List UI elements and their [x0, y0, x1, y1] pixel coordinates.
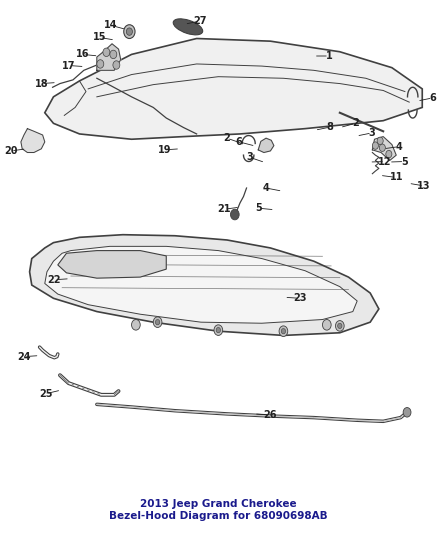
Circle shape [386, 150, 392, 158]
Polygon shape [21, 128, 45, 152]
Circle shape [124, 25, 135, 38]
Polygon shape [372, 136, 396, 160]
Text: 2013 Jeep Grand Cherokee
Bezel-Hood Diagram for 68090698AB: 2013 Jeep Grand Cherokee Bezel-Hood Diag… [109, 499, 328, 521]
Text: 21: 21 [218, 204, 231, 214]
Text: 3: 3 [368, 128, 375, 138]
Circle shape [155, 319, 160, 325]
Circle shape [372, 142, 378, 149]
Text: 27: 27 [193, 16, 207, 26]
Text: 25: 25 [39, 389, 53, 399]
Circle shape [377, 137, 383, 144]
Text: 11: 11 [389, 172, 403, 182]
Text: 18: 18 [35, 78, 48, 88]
Text: 2: 2 [224, 133, 230, 143]
Circle shape [379, 144, 385, 151]
Text: 8: 8 [327, 122, 334, 132]
Polygon shape [258, 138, 274, 152]
Text: 20: 20 [4, 146, 18, 156]
Text: 2: 2 [352, 118, 359, 128]
Text: 26: 26 [263, 410, 276, 420]
Circle shape [279, 326, 288, 336]
Circle shape [131, 319, 140, 330]
Circle shape [97, 60, 104, 68]
Circle shape [281, 328, 286, 334]
Circle shape [110, 50, 117, 59]
Text: 4: 4 [263, 183, 269, 193]
Circle shape [336, 320, 344, 331]
Circle shape [230, 209, 239, 220]
Text: 19: 19 [158, 145, 171, 155]
Text: 14: 14 [104, 20, 117, 30]
Circle shape [103, 48, 110, 56]
Text: 22: 22 [48, 274, 61, 285]
Text: 16: 16 [76, 50, 90, 59]
Circle shape [113, 61, 120, 69]
Ellipse shape [173, 19, 203, 35]
Circle shape [403, 408, 411, 417]
Polygon shape [45, 246, 357, 323]
Circle shape [214, 325, 223, 335]
Circle shape [216, 327, 220, 333]
Polygon shape [30, 235, 379, 335]
Text: 5: 5 [255, 203, 261, 213]
Circle shape [322, 319, 331, 330]
Text: 17: 17 [62, 61, 76, 70]
Text: 23: 23 [293, 293, 307, 303]
Circle shape [338, 323, 342, 328]
Text: 6: 6 [429, 93, 436, 103]
Polygon shape [45, 38, 422, 139]
Text: 24: 24 [17, 352, 31, 361]
Text: 13: 13 [417, 181, 431, 191]
Text: 3: 3 [246, 152, 253, 162]
Text: 12: 12 [378, 157, 392, 166]
Circle shape [126, 28, 132, 35]
Text: 1: 1 [325, 51, 332, 61]
Text: 4: 4 [396, 142, 402, 152]
Circle shape [153, 317, 162, 327]
Text: 6: 6 [236, 137, 243, 147]
Text: 5: 5 [401, 157, 408, 166]
Text: 15: 15 [93, 33, 106, 43]
Polygon shape [97, 44, 121, 70]
Polygon shape [58, 251, 166, 278]
